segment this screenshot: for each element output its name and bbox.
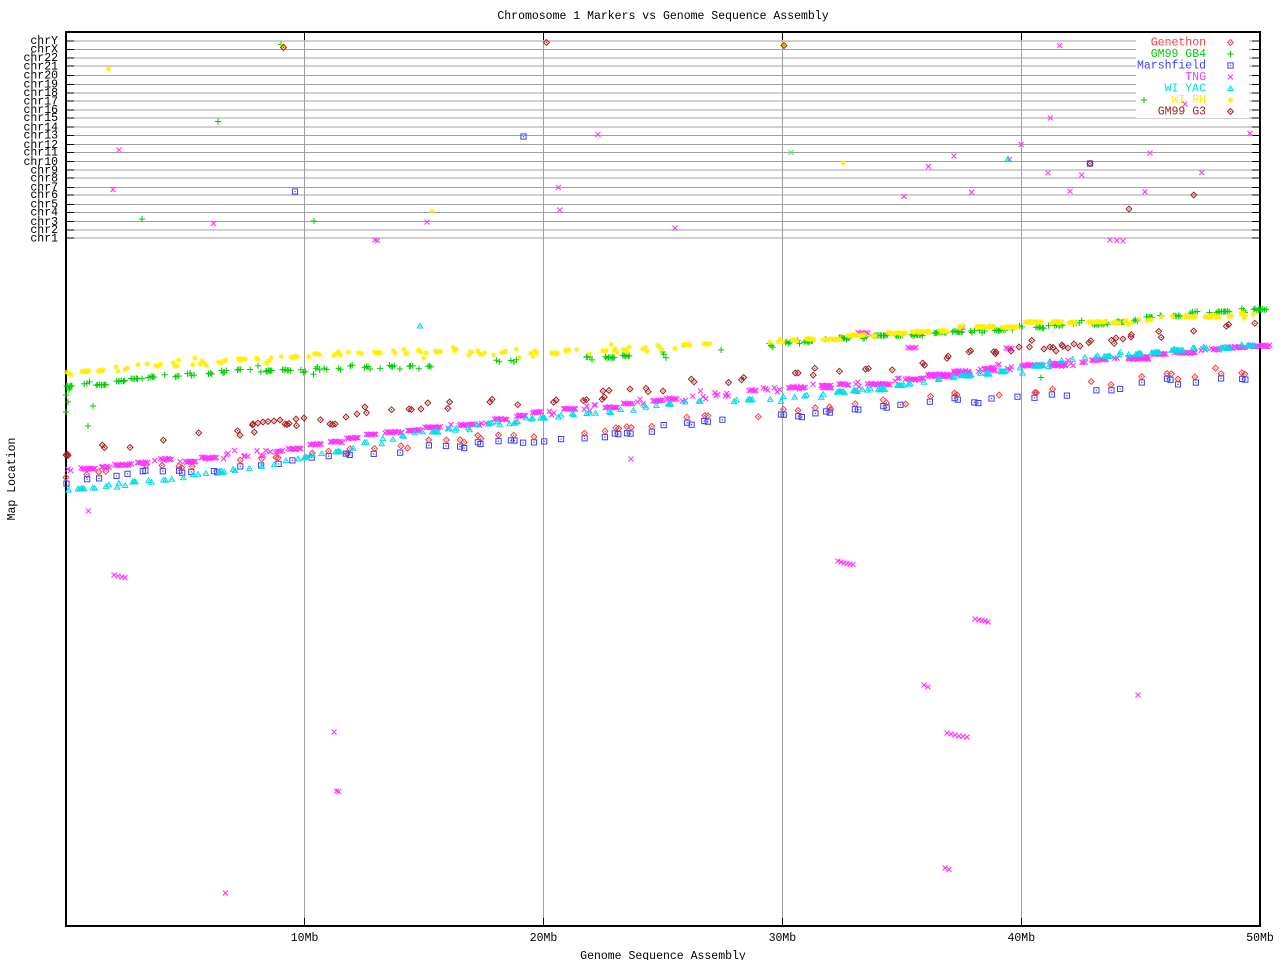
- svg-text:WI YAC: WI YAC: [1165, 83, 1207, 96]
- svg-text:chr3: chr3: [30, 216, 58, 229]
- svg-text:Genethon: Genethon: [1151, 37, 1206, 50]
- svg-text:chr14: chr14: [23, 121, 58, 134]
- svg-text:chr21: chr21: [23, 60, 58, 73]
- svg-text:chr16: chr16: [23, 104, 58, 117]
- svg-text:Map Location: Map Location: [6, 438, 19, 521]
- svg-text:chr9: chr9: [30, 164, 58, 177]
- svg-text:chr6: chr6: [30, 189, 58, 202]
- svg-text:chr11: chr11: [23, 147, 58, 160]
- svg-text:chr12: chr12: [23, 139, 58, 152]
- svg-text:chr8: chr8: [30, 172, 58, 185]
- svg-text:chr4: chr4: [30, 207, 58, 220]
- svg-text:TNG: TNG: [1185, 71, 1206, 84]
- svg-text:chrY: chrY: [30, 35, 58, 48]
- svg-text:chr7: chr7: [30, 182, 58, 195]
- svg-text:chr15: chr15: [23, 112, 58, 125]
- svg-text:chr19: chr19: [23, 79, 58, 92]
- svg-text:GM99 GB4: GM99 GB4: [1151, 48, 1206, 61]
- svg-text:chr20: chr20: [23, 70, 58, 83]
- svg-text:chr1: chr1: [30, 232, 58, 245]
- svg-text:50Mb: 50Mb: [1246, 932, 1274, 945]
- svg-text:Genome Sequence Assembly: Genome Sequence Assembly: [580, 950, 746, 960]
- svg-text:Chromosome 1 Markers vs Genome: Chromosome 1 Markers vs Genome Sequence …: [497, 10, 828, 23]
- svg-text:chr10: chr10: [23, 156, 58, 169]
- svg-text:chrX: chrX: [30, 44, 58, 57]
- svg-text:Marshfield: Marshfield: [1137, 60, 1206, 73]
- svg-text:chr22: chr22: [23, 52, 58, 65]
- svg-text:chr18: chr18: [23, 87, 58, 100]
- svg-text:chr2: chr2: [30, 224, 58, 237]
- svg-text:10Mb: 10Mb: [291, 932, 319, 945]
- svg-text:20Mb: 20Mb: [530, 932, 558, 945]
- svg-text:chr17: chr17: [23, 95, 58, 108]
- svg-text:GM99 G3: GM99 G3: [1158, 106, 1206, 119]
- svg-text:chr5: chr5: [30, 199, 58, 212]
- svg-text:chr13: chr13: [23, 130, 58, 143]
- svg-text:40Mb: 40Mb: [1007, 932, 1035, 945]
- svg-text:WI RH: WI RH: [1171, 94, 1206, 107]
- svg-text:30Mb: 30Mb: [769, 932, 797, 945]
